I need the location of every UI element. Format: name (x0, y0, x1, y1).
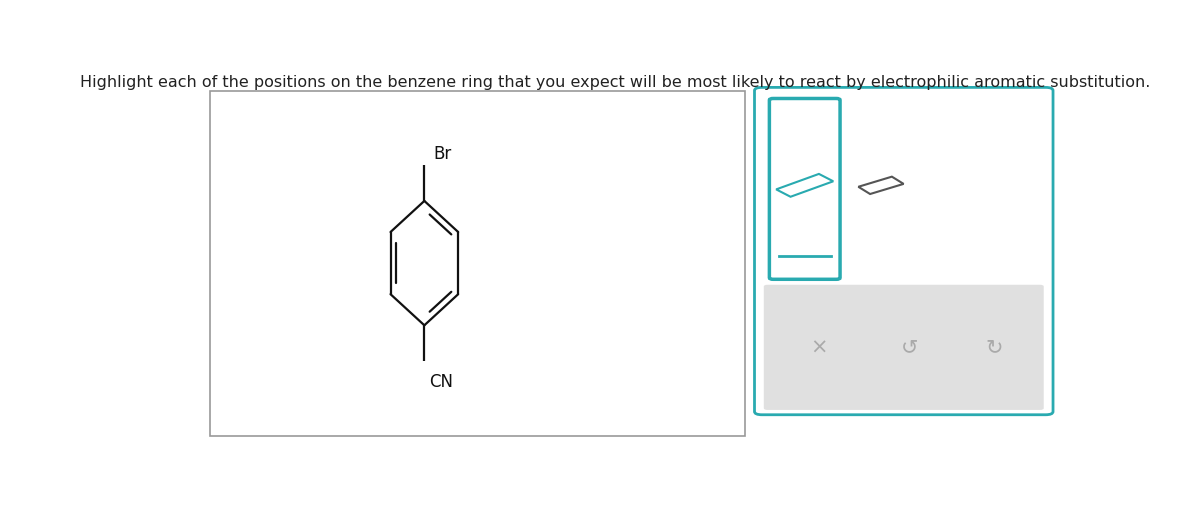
FancyBboxPatch shape (755, 88, 1054, 415)
FancyBboxPatch shape (210, 91, 745, 436)
Text: CN: CN (430, 374, 454, 391)
Text: ×: × (810, 338, 828, 357)
FancyBboxPatch shape (764, 285, 1044, 410)
Text: Br: Br (433, 145, 452, 163)
Text: ↻: ↻ (985, 338, 1003, 357)
FancyBboxPatch shape (769, 98, 840, 279)
Text: Highlight each of the positions on the benzene ring that you expect will be most: Highlight each of the positions on the b… (80, 75, 1150, 90)
Text: ↺: ↺ (901, 338, 918, 357)
